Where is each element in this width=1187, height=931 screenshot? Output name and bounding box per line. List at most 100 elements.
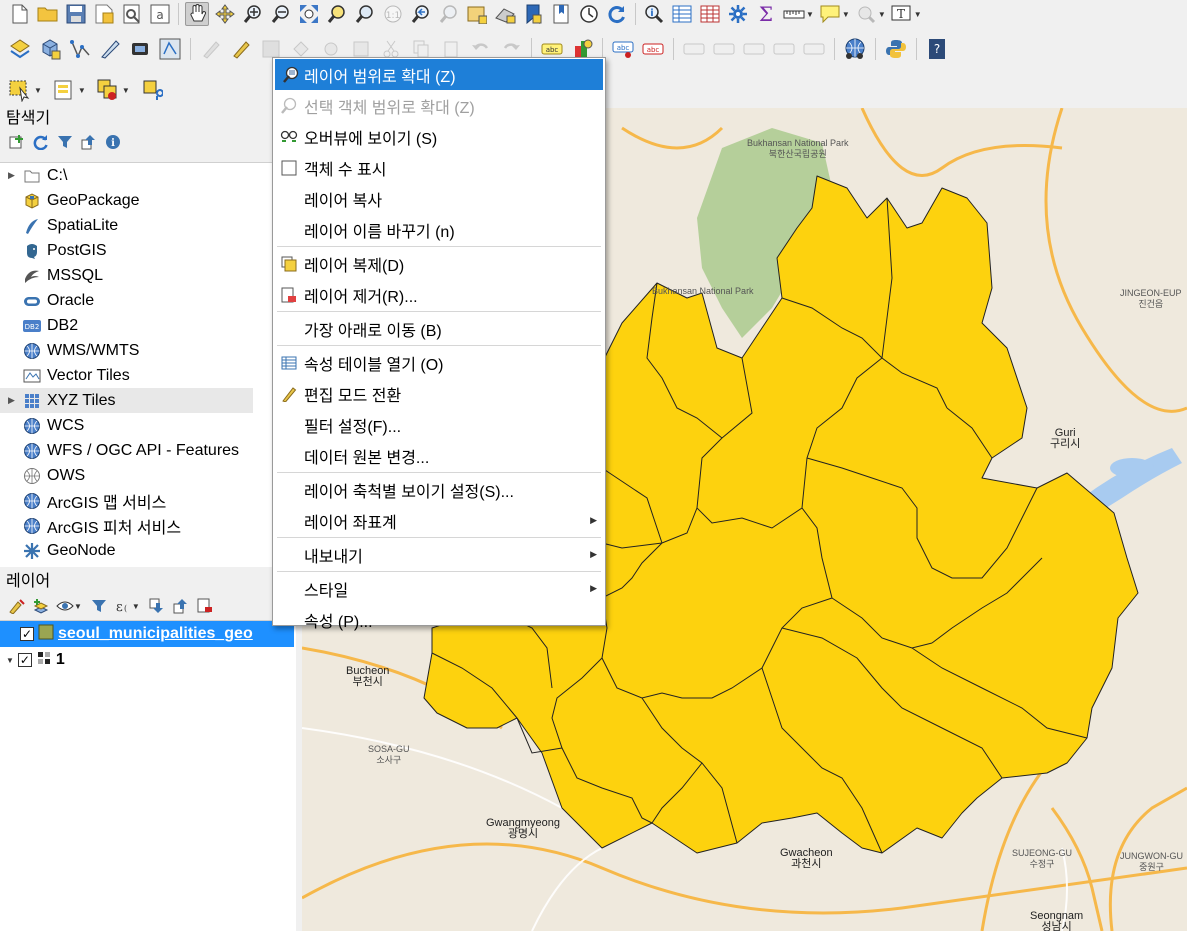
- menu-item[interactable]: 필터 설정(F)...: [273, 409, 605, 440]
- menu-item[interactable]: 속성 테이블 열기 (O): [273, 347, 605, 378]
- panel-splitter[interactable]: [0, 567, 296, 573]
- layer-row[interactable]: ▼ ✓ 1: [0, 647, 296, 673]
- identify-icon[interactable]: i: [642, 2, 666, 26]
- print-layout-icon[interactable]: [120, 2, 144, 26]
- new-project-icon[interactable]: [8, 2, 32, 26]
- diagram-icon[interactable]: [570, 37, 594, 61]
- deselect-all-icon[interactable]: [96, 78, 120, 102]
- data-source-manager-icon[interactable]: [8, 37, 32, 61]
- browser-item[interactable]: ▶ C:\: [0, 163, 296, 188]
- delete-feature-icon[interactable]: [349, 37, 373, 61]
- measure-icon[interactable]: [782, 2, 806, 26]
- zoom-next-icon[interactable]: [437, 2, 461, 26]
- plugin-globe-icon[interactable]: [843, 37, 867, 61]
- new-shapefile-icon[interactable]: [68, 37, 92, 61]
- menu-item[interactable]: 스타일 ▶: [273, 573, 605, 604]
- manage-visibility-icon[interactable]: [56, 597, 74, 615]
- diagram-props-icon[interactable]: [802, 37, 826, 61]
- temporal-controller-icon[interactable]: [577, 2, 601, 26]
- select-features-icon[interactable]: [8, 78, 32, 102]
- undo-icon[interactable]: [469, 37, 493, 61]
- browser-item[interactable]: Oracle: [0, 288, 296, 313]
- zoom-out-icon[interactable]: [269, 2, 293, 26]
- menu-item[interactable]: 레이어 제거(R)...: [273, 279, 605, 310]
- browser-item[interactable]: WCS: [0, 413, 296, 438]
- collapse-arrow-icon[interactable]: ▼: [6, 655, 14, 665]
- browser-item[interactable]: GeoNode: [0, 538, 296, 563]
- save-edits-icon[interactable]: [259, 37, 283, 61]
- browser-item[interactable]: ArcGIS 맵 서비스: [0, 488, 296, 513]
- python-console-icon[interactable]: [884, 37, 908, 61]
- browser-item[interactable]: ▶ XYZ Tiles: [0, 388, 253, 413]
- menu-item[interactable]: 레이어 복사: [273, 183, 605, 214]
- layer-styling-icon[interactable]: [8, 597, 26, 615]
- pan-map-icon[interactable]: [185, 2, 209, 26]
- expand-all-icon[interactable]: [148, 597, 166, 615]
- gps-icon[interactable]: [128, 37, 152, 61]
- toggle-editing-icon[interactable]: [229, 37, 253, 61]
- new-3d-view-icon[interactable]: [493, 2, 517, 26]
- vertex-edit-icon[interactable]: [319, 37, 343, 61]
- remove-layer-toolbar-icon[interactable]: [196, 597, 214, 615]
- browser-item[interactable]: WFS / OGC API - Features: [0, 438, 296, 463]
- map-tips-icon[interactable]: [818, 2, 842, 26]
- menu-item[interactable]: 레이어 이름 바꾸기 (n): [273, 214, 605, 245]
- expand-arrow-icon[interactable]: ▶: [8, 170, 15, 180]
- filter-browser-icon[interactable]: [56, 133, 74, 151]
- refresh-icon[interactable]: [605, 2, 629, 26]
- properties-info-icon[interactable]: i: [104, 133, 122, 151]
- layer-visibility-checkbox[interactable]: ✓: [17, 653, 32, 667]
- filter-legend-icon[interactable]: [90, 597, 108, 615]
- zoom-to-layer-icon[interactable]: [353, 2, 377, 26]
- statistics-icon[interactable]: Σ: [754, 2, 778, 26]
- menu-item[interactable]: 레이어 복제(D): [273, 248, 605, 279]
- browser-item[interactable]: WMS/WMTS: [0, 338, 296, 363]
- text-annotation-icon[interactable]: T: [890, 2, 914, 26]
- save-as-icon[interactable]: [92, 2, 116, 26]
- menu-item[interactable]: 객체 수 표시: [273, 152, 605, 183]
- expand-arrow-icon[interactable]: ▶: [8, 395, 15, 405]
- pin-labels-icon[interactable]: abc: [611, 37, 635, 61]
- browser-item[interactable]: PostGIS: [0, 238, 296, 263]
- label-properties-icon[interactable]: [772, 37, 796, 61]
- add-selected-layers-icon[interactable]: [8, 133, 26, 151]
- add-group-icon[interactable]: [32, 597, 50, 615]
- zoom-to-selection-icon[interactable]: [325, 2, 349, 26]
- annotation-icon[interactable]: [854, 2, 878, 26]
- menu-item[interactable]: 데이터 원본 변경...: [273, 440, 605, 471]
- menu-item[interactable]: 가장 아래로 이동 (B): [273, 313, 605, 344]
- rotate-label-icon[interactable]: [712, 37, 736, 61]
- browser-item[interactable]: ArcGIS 피처 서비스: [0, 513, 296, 538]
- menu-item[interactable]: 레이어 축척별 보이기 설정(S)...: [273, 474, 605, 505]
- menu-item[interactable]: 편집 모드 전환: [273, 378, 605, 409]
- browser-item[interactable]: DB2 DB2: [0, 313, 296, 338]
- save-project-icon[interactable]: [64, 2, 88, 26]
- menu-item[interactable]: 레이어 범위로 확대 (Z): [275, 59, 603, 90]
- style-manager-icon[interactable]: a: [148, 2, 172, 26]
- collapse-all-icon[interactable]: [80, 133, 98, 151]
- vertex-tool-icon[interactable]: [158, 37, 182, 61]
- menu-item[interactable]: 레이어 좌표계 ▶: [273, 505, 605, 536]
- collapse-layers-icon[interactable]: [172, 597, 190, 615]
- add-feature-icon[interactable]: [289, 37, 313, 61]
- browser-item[interactable]: OWS: [0, 463, 296, 488]
- new-geopackage-icon[interactable]: [38, 37, 62, 61]
- current-edits-icon[interactable]: [199, 37, 223, 61]
- browser-item[interactable]: Vector Tiles: [0, 363, 296, 388]
- layer-visibility-checkbox[interactable]: ✓: [20, 627, 34, 641]
- field-calculator-icon[interactable]: [698, 2, 722, 26]
- zoom-full-icon[interactable]: [297, 2, 321, 26]
- browser-item[interactable]: GeoPackage: [0, 188, 296, 213]
- layer-row[interactable]: ✓ seoul_municipalities_geo: [0, 621, 294, 647]
- select-by-expression-icon[interactable]: [52, 78, 76, 102]
- show-hide-labels-icon[interactable]: abc: [641, 37, 665, 61]
- zoom-last-icon[interactable]: [409, 2, 433, 26]
- filter-by-expression-icon[interactable]: ε(: [114, 597, 132, 615]
- menu-item[interactable]: 내보내기 ▶: [273, 539, 605, 570]
- bookmark-icon[interactable]: [521, 2, 545, 26]
- redo-icon[interactable]: [499, 37, 523, 61]
- change-label-icon[interactable]: [742, 37, 766, 61]
- label-icon[interactable]: abc: [540, 37, 564, 61]
- move-label-icon[interactable]: [682, 37, 706, 61]
- processing-toolbox-icon[interactable]: [726, 2, 750, 26]
